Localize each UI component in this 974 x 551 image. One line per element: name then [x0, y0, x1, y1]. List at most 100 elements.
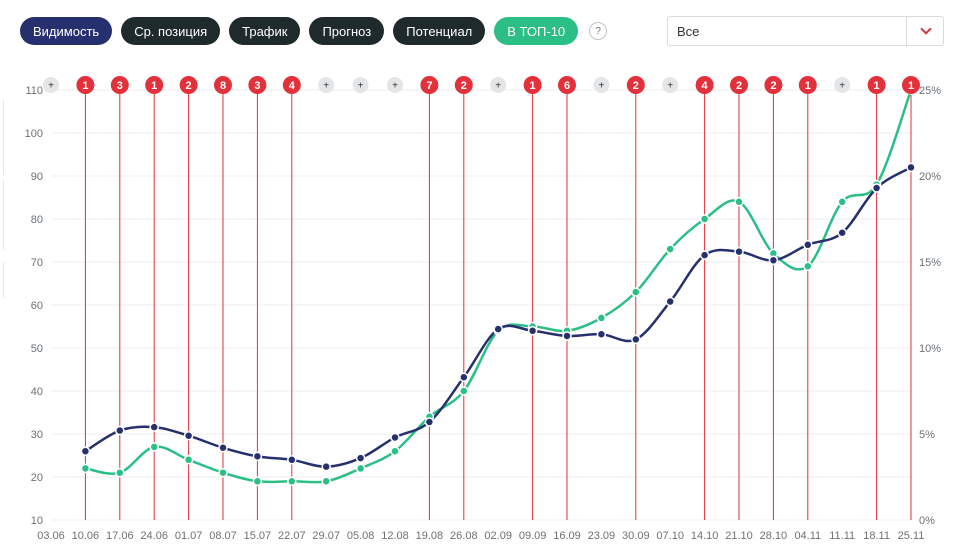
position-marker[interactable]: +	[318, 77, 335, 93]
tab-forecast[interactable]: Прогноз	[309, 17, 385, 45]
y-tick-label: 110	[25, 85, 43, 97]
data-point	[218, 467, 228, 478]
position-marker[interactable]: 4	[695, 76, 714, 94]
position-marker[interactable]: 1	[76, 76, 95, 94]
data-point	[906, 85, 916, 95]
data-point	[459, 386, 469, 396]
data-point	[80, 446, 91, 456]
count-badge	[558, 76, 576, 94]
x-tick-label: 07.10	[656, 530, 684, 542]
marker-label: +	[839, 81, 845, 92]
data-point	[562, 331, 572, 341]
position-marker[interactable]: 2	[454, 76, 473, 94]
tab-avg-position[interactable]: Ср. позиция	[121, 17, 221, 45]
help-icon[interactable]: ?	[589, 22, 608, 40]
data-point	[80, 463, 91, 474]
marker-label: 2	[186, 80, 192, 92]
x-tick-label: 09.09	[519, 530, 547, 542]
position-marker[interactable]: +	[490, 77, 507, 93]
count-badge	[626, 76, 645, 94]
count-badge	[214, 76, 232, 94]
plus-badge	[593, 77, 610, 93]
metric-toolbar: Видимость Ср. позиция Трафик Прогноз Пот…	[20, 17, 608, 45]
x-tick-label: 02.09	[484, 530, 512, 542]
x-tick-label: 18.11	[863, 530, 890, 542]
plus-badge	[662, 77, 679, 93]
data-point	[734, 246, 744, 257]
x-tick-label: 14.10	[691, 530, 719, 542]
position-marker[interactable]: 1	[523, 76, 542, 94]
position-marker[interactable]: 1	[902, 76, 920, 94]
x-tick-label: 08.07	[209, 530, 237, 542]
position-marker[interactable]: 2	[626, 76, 645, 94]
position-marker[interactable]: 1	[145, 76, 164, 94]
count-badge	[454, 76, 473, 94]
position-marker[interactable]: 6	[558, 76, 576, 94]
filter-select-value: Все	[677, 24, 700, 39]
position-marker[interactable]: 2	[764, 76, 783, 94]
y-tick-label: 80	[31, 214, 43, 226]
position-marker[interactable]: 8	[214, 76, 232, 94]
y-tick-label: 40	[31, 386, 43, 398]
data-point	[837, 197, 847, 207]
marker-label: +	[667, 81, 673, 92]
marker-label: 8	[220, 80, 226, 92]
tab-potential[interactable]: Потенциал	[393, 17, 486, 45]
marker-label: 3	[117, 80, 123, 92]
x-tick-label: 30.09	[622, 530, 650, 542]
left-panel-edge	[0, 180, 4, 250]
tab-top10[interactable]: В ТОП-10	[494, 17, 579, 45]
data-point	[665, 296, 675, 307]
y-tick-label: 10	[31, 515, 43, 527]
filter-select-divider	[906, 17, 907, 45]
data-point	[321, 461, 331, 472]
position-marker[interactable]: 2	[730, 76, 748, 94]
position-marker[interactable]: +	[352, 77, 369, 93]
marker-lines	[84, 84, 912, 520]
y-tick-label: 90	[31, 171, 43, 183]
count-badge	[420, 76, 439, 94]
data-point	[803, 240, 813, 250]
data-point	[287, 455, 297, 465]
tab-traffic[interactable]: Трафик	[229, 17, 301, 45]
marker-label: 1	[530, 80, 536, 92]
position-marker[interactable]: +	[662, 77, 679, 93]
count-badge	[867, 76, 886, 94]
x-tick-label: 24.06	[140, 530, 168, 542]
position-marker[interactable]: 1	[798, 76, 817, 94]
position-marker[interactable]: +	[43, 77, 59, 93]
data-point	[699, 250, 710, 260]
chevron-down-icon[interactable]	[920, 23, 932, 35]
position-marker[interactable]: +	[834, 77, 851, 93]
marker-label: 1	[82, 80, 88, 92]
position-marker[interactable]: 2	[179, 76, 198, 94]
count-badge	[248, 76, 267, 94]
marker-label: 4	[702, 80, 709, 92]
marker-label: 3	[254, 80, 260, 92]
x-tick-label: 12.08	[381, 530, 409, 542]
marker-label: 7	[426, 80, 432, 92]
data-point	[562, 326, 572, 336]
filter-select[interactable]: Все	[667, 16, 944, 46]
position-marker[interactable]: 3	[248, 76, 267, 94]
x-tick-label: 05.08	[347, 530, 375, 542]
marker-label: 1	[805, 80, 811, 92]
position-marker[interactable]: 1	[867, 76, 886, 94]
data-point	[665, 244, 675, 254]
position-marker[interactable]: 7	[420, 76, 439, 94]
tab-visibility[interactable]: Видимость	[20, 17, 113, 45]
position-markers: +1 3 1 2 8 3 4 + + +7 2 +1 6 +2 +4 2 2 1 +1 1	[43, 76, 920, 94]
position-marker[interactable]: +	[387, 77, 403, 93]
data-point	[493, 326, 503, 336]
data-point	[390, 446, 400, 456]
position-marker[interactable]: 3	[110, 76, 129, 94]
data-point	[596, 329, 607, 339]
position-marker[interactable]: 4	[282, 76, 301, 94]
data-point	[355, 453, 366, 463]
x-tick-label: 26.08	[450, 530, 478, 542]
data-point	[459, 372, 469, 382]
y-tick-label: 50	[31, 343, 43, 355]
position-marker[interactable]: +	[593, 77, 610, 93]
marker-label: 1	[874, 80, 880, 92]
